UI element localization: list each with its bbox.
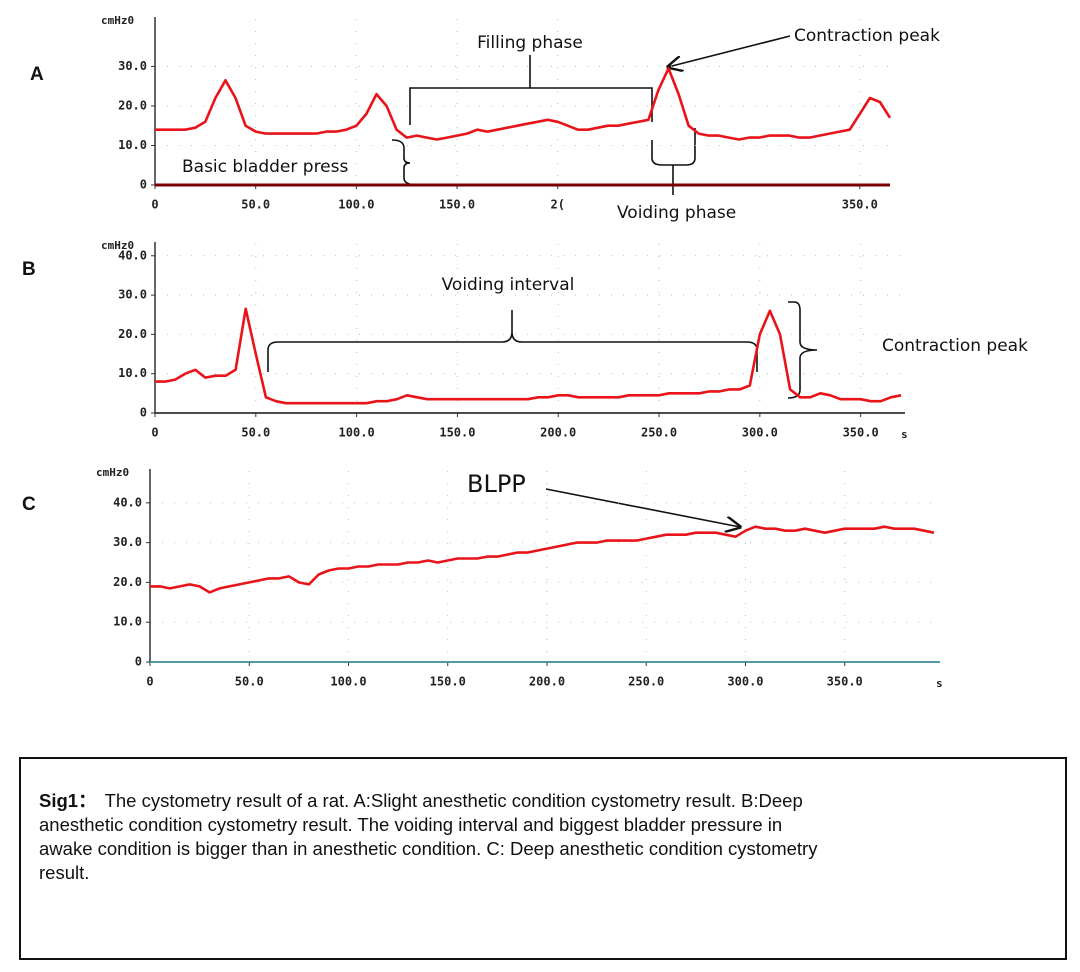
caption: Sig1： The cystometry result of a rat. A:S… [39, 789, 829, 885]
x-tick-label: 0 [151, 198, 158, 212]
y-tick-label: 30.0 [118, 288, 147, 302]
annotation: Contraction peak [794, 26, 940, 46]
x-tick-label: 300.0 [742, 426, 778, 440]
data-line [150, 525, 935, 594]
x-tick-label: 150.0 [439, 426, 475, 440]
arrow [545, 488, 740, 527]
x-axis-unit: s [936, 677, 943, 690]
y-tick-label: 10.0 [118, 366, 147, 380]
x-tick-label: 0 [146, 675, 153, 689]
y-tick-label: 0 [140, 178, 147, 192]
caption-text: The cystometry result of a rat. A:Slight… [39, 790, 818, 883]
x-axis-unit: s [901, 428, 908, 441]
annotation: Filling phase [477, 33, 583, 53]
y-tick-label: 10.0 [113, 615, 142, 629]
y-tick-label: 30.0 [118, 59, 147, 73]
x-tick-label: 100.0 [339, 426, 375, 440]
x-tick-label: 150.0 [439, 198, 475, 212]
data-line [155, 307, 902, 405]
y-tick-label: 40.0 [118, 248, 147, 262]
y-tick-label: 40.0 [113, 495, 142, 509]
x-tick-label: 150.0 [430, 675, 466, 689]
brace [787, 301, 818, 399]
y-axis-unit: cmHz0 [101, 14, 134, 27]
data-line [155, 67, 892, 141]
x-tick-label: 200.0 [529, 675, 565, 689]
annotation: BLPP [467, 470, 526, 498]
x-tick-label: 50.0 [241, 426, 270, 440]
bracket [409, 55, 653, 125]
y-tick-label: 20.0 [118, 98, 147, 112]
y-tick-label: 30.0 [113, 535, 142, 549]
x-tick-label: 50.0 [235, 675, 264, 689]
y-axis-unit: cmHz0 [96, 466, 129, 479]
y-tick-label: 10.0 [118, 138, 147, 152]
annotation: Voiding interval [442, 275, 575, 295]
brace [651, 128, 696, 195]
annotation: Contraction peak [882, 336, 1028, 356]
y-tick-label: 0 [140, 406, 147, 420]
x-tick-label: 200.0 [540, 426, 576, 440]
x-tick-label: 100.0 [330, 675, 366, 689]
x-tick-label: 50.0 [241, 198, 270, 212]
caption-title: Sig1： [39, 790, 97, 811]
brace [391, 139, 419, 186]
x-tick-label: 350.0 [843, 426, 879, 440]
x-tick-label: 300.0 [727, 675, 763, 689]
x-tick-label: 0 [151, 426, 158, 440]
brace [267, 310, 758, 372]
y-axis-unit: cmHz0 [101, 239, 134, 252]
panel-label: A [30, 64, 44, 85]
x-tick-label: 250.0 [628, 675, 664, 689]
y-tick-label: 20.0 [113, 575, 142, 589]
x-tick-label: 350.0 [827, 675, 863, 689]
y-tick-label: 0 [135, 655, 142, 669]
y-tick-label: 20.0 [118, 327, 147, 341]
x-tick-label: 350.0 [842, 198, 878, 212]
x-tick-label: 250.0 [641, 426, 677, 440]
panel-label: B [22, 259, 36, 280]
panel-label: C [22, 494, 36, 515]
annotation: Voiding phase [617, 203, 736, 223]
caption-box: Sig1： The cystometry result of a rat. A:S… [19, 757, 1067, 960]
arrow [668, 35, 791, 67]
x-tick-label: 100.0 [338, 198, 374, 212]
x-tick-label: 2( [551, 198, 565, 212]
annotation: Basic bladder press [182, 157, 348, 177]
